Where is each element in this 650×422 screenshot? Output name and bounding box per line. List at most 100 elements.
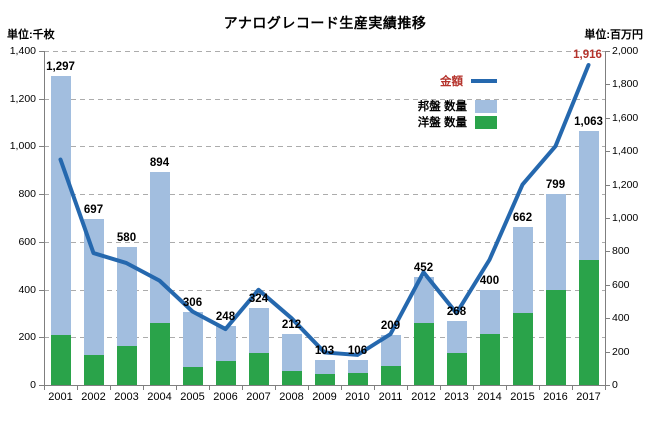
bar-yoban-segment xyxy=(512,313,533,385)
y-axis-tick-label-left: 0 xyxy=(30,379,36,391)
x-axis-year-label: 2007 xyxy=(246,391,271,403)
bar-hoban-segment xyxy=(116,246,137,346)
bar-total-label: 103 xyxy=(314,345,335,358)
bar-hoban-segment xyxy=(314,360,335,375)
bar-yoban-segment xyxy=(413,322,434,385)
y-axis-tick-label-right: 800 xyxy=(612,245,630,258)
right-axis-unit-label: 単位:百万円 xyxy=(584,29,643,41)
legend-row-hoban: 邦盤 数量 xyxy=(418,98,497,114)
legend-amount-line-swatch-icon xyxy=(471,79,497,83)
bar-total-label: 106 xyxy=(347,344,368,357)
x-axis-year-label: 2013 xyxy=(444,391,469,403)
y-axis-tick-label-right: 2,000 xyxy=(612,45,639,57)
x-axis-year-label: 2004 xyxy=(147,391,172,403)
bar-total-label: 400 xyxy=(479,274,500,287)
bar-hoban-segment xyxy=(380,335,401,366)
y-axis-tick-label-right: 1,000 xyxy=(612,212,639,224)
bar-total-label: 697 xyxy=(83,203,104,216)
bar-yoban-segment xyxy=(578,259,599,385)
legend-label-hoban-quantity: 邦盤 数量 xyxy=(417,101,467,113)
x-axis-year-label: 2002 xyxy=(81,391,106,403)
x-axis-year-label: 2009 xyxy=(312,391,337,403)
bar-total-label: 209 xyxy=(380,320,401,333)
y-axis-tick-label-left: 600 xyxy=(18,235,36,248)
legend-row-amount: 金額 xyxy=(440,73,497,89)
bar-hoban-segment xyxy=(413,277,434,323)
legend-hoban-box-swatch-icon xyxy=(475,99,497,113)
bar-hoban-segment xyxy=(479,289,500,334)
x-axis-year-label: 2001 xyxy=(48,391,73,403)
bar-hoban-segment xyxy=(149,171,170,323)
bar-hoban-segment xyxy=(182,311,203,368)
bar-yoban-segment xyxy=(248,352,269,385)
x-axis-year-label: 2005 xyxy=(180,391,205,403)
bar-total-label: 580 xyxy=(116,231,137,244)
bar-yoban-segment xyxy=(314,374,335,385)
x-axis-year-label: 2008 xyxy=(279,391,304,403)
bar-total-label: 662 xyxy=(512,212,533,225)
y-axis-tick-label-right: 1,400 xyxy=(612,145,639,158)
legend-label-amount: 金額 xyxy=(440,76,463,88)
bar-hoban-segment xyxy=(215,325,236,362)
bar-total-label: 452 xyxy=(413,262,434,275)
bar-yoban-segment xyxy=(347,373,368,385)
chart-title: アナログレコード生産実績推移 xyxy=(223,15,427,31)
bar-hoban-segment xyxy=(545,194,566,290)
bar-hoban-segment xyxy=(446,321,467,354)
bar-total-label: 1,297 xyxy=(46,60,75,73)
bar-yoban-segment xyxy=(182,367,203,385)
bar-total-label: 268 xyxy=(446,306,467,319)
x-axis-year-label: 2015 xyxy=(510,391,535,403)
bar-total-label: 799 xyxy=(545,179,566,192)
bar-total-label: 1,063 xyxy=(574,116,603,129)
x-axis-year-label: 2010 xyxy=(345,391,370,403)
x-axis-year-label: 2014 xyxy=(477,391,502,403)
bar-hoban-segment xyxy=(281,334,302,371)
bar-total-label: 324 xyxy=(248,292,269,305)
y-axis-tick-label-left: 1,000 xyxy=(9,140,36,153)
legend-label-yoban-quantity: 洋盤 数量 xyxy=(417,117,467,129)
y-axis-tick-label-left: 1,400 xyxy=(9,45,36,57)
x-axis-year-label: 2011 xyxy=(378,391,403,403)
bar-yoban-segment xyxy=(149,322,170,385)
bar-hoban-segment xyxy=(512,227,533,314)
y-axis-tick-label-right: 400 xyxy=(612,312,630,325)
bar-yoban-segment xyxy=(215,361,236,385)
y-axis-tick-label-left: 400 xyxy=(18,283,36,296)
y-axis-tick-label-left: 1,200 xyxy=(9,92,36,105)
amount-line xyxy=(58,63,591,357)
line-end-value-label: 1,916 xyxy=(573,49,602,62)
bar-hoban-segment xyxy=(248,307,269,353)
bar-yoban-segment xyxy=(545,289,566,385)
x-axis-year-label: 2017 xyxy=(576,391,601,403)
x-axis-year-label: 2006 xyxy=(213,391,238,403)
bar-hoban-segment xyxy=(347,359,368,374)
y-axis-tick-label-right: 200 xyxy=(612,345,630,358)
x-axis-year-label: 2003 xyxy=(114,391,139,403)
bar-yoban-segment xyxy=(380,365,401,385)
bar-yoban-segment xyxy=(83,355,104,385)
legend-yoban-box-swatch-icon xyxy=(475,115,497,129)
bar-yoban-segment xyxy=(446,353,467,385)
y-axis-tick-label-right: 1,600 xyxy=(612,111,639,124)
bar-hoban-segment xyxy=(83,218,104,356)
bar-hoban-segment xyxy=(50,75,71,335)
y-axis-tick-label-right: 0 xyxy=(612,379,618,391)
y-axis-tick-label-right: 1,800 xyxy=(612,78,639,91)
bar-yoban-segment xyxy=(116,345,137,385)
x-axis-year-label: 2016 xyxy=(543,391,568,403)
bar-yoban-segment xyxy=(281,370,302,385)
bar-total-label: 212 xyxy=(281,319,302,332)
bar-total-label: 306 xyxy=(182,296,203,309)
y-axis-tick-label-left: 800 xyxy=(18,188,36,201)
left-axis-unit-label: 単位:千枚 xyxy=(7,29,55,41)
bar-total-label: 248 xyxy=(215,310,236,323)
x-axis-year-label: 2012 xyxy=(411,391,436,403)
bar-yoban-segment xyxy=(50,334,71,385)
legend-row-yoban: 洋盤 数量 xyxy=(418,114,497,130)
y-axis-tick-label-left: 200 xyxy=(18,331,36,344)
bar-total-label: 894 xyxy=(149,156,170,169)
bar-yoban-segment xyxy=(479,333,500,385)
bar-hoban-segment xyxy=(578,131,599,260)
